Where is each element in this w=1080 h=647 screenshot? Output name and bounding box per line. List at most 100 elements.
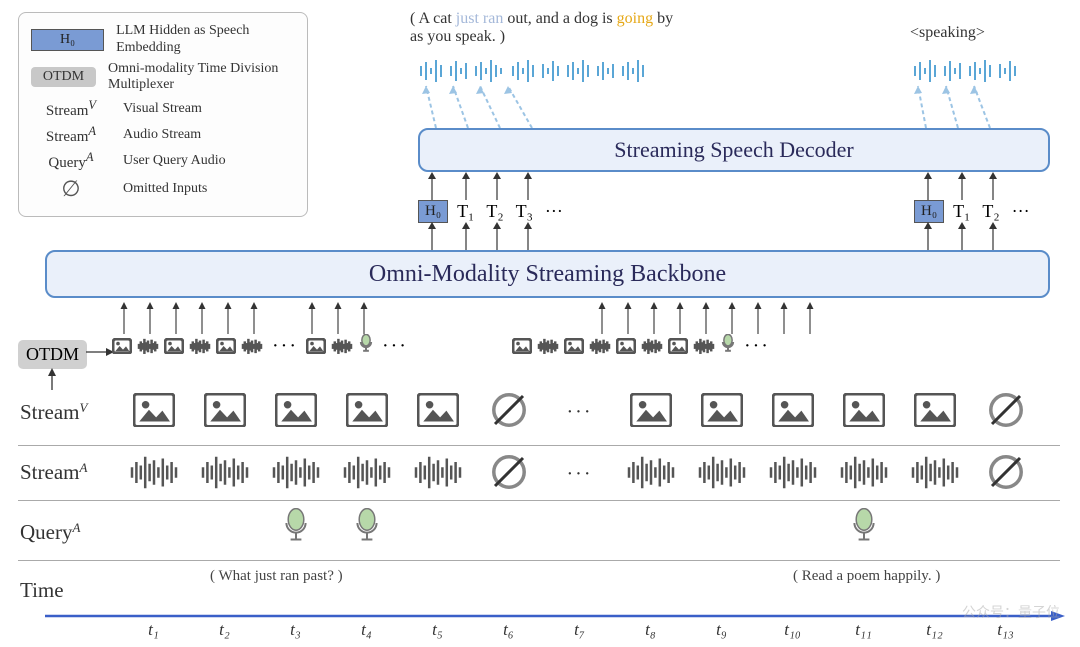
visual-row-cell-5 — [473, 390, 544, 435]
audio-row-cell-2 — [260, 455, 331, 495]
visual-row-cell-7 — [615, 393, 686, 432]
otdm-wave-icon — [240, 338, 264, 355]
visual-row-cell-8 — [686, 393, 757, 432]
otdm-wave-icon — [640, 338, 664, 355]
visual-row-cell-4 — [402, 393, 473, 432]
legend-row-querya: QueryA User Query Audio — [31, 150, 295, 172]
token-row-2: H₀ T₁ T₂ ··· — [914, 200, 1033, 223]
audio-row-cell-7 — [615, 455, 686, 495]
backbone-to-token-arrows — [418, 222, 1058, 252]
legend-row-streamv: StreamV Visual Stream — [31, 98, 295, 120]
audio-row-cell-1 — [189, 455, 260, 495]
otdm-img-icon — [164, 338, 184, 354]
time-row-cell-11: t₁₂ — [899, 620, 970, 640]
legend-streamv-desc: Visual Stream — [123, 101, 202, 118]
t1-token-2: T₁ — [953, 201, 970, 222]
time-row-cell-10: t₁₁ — [828, 620, 899, 640]
dots-token-2: ··· — [1012, 201, 1030, 222]
time-row-cell-4: t₅ — [402, 620, 473, 640]
visual-row-cell-12 — [970, 390, 1041, 435]
legend-querya-desc: User Query Audio — [123, 153, 226, 170]
audio-stream-row: ··· — [118, 452, 1058, 497]
audio-row-cell-4 — [402, 455, 473, 495]
hr-1 — [18, 445, 1060, 446]
otdm-to-backbone-arrows — [112, 300, 1072, 336]
visual-row-cell-3 — [331, 393, 402, 432]
otdm-wave-icon — [330, 338, 354, 355]
query-row-cell-2 — [260, 508, 331, 549]
time-row-cell-9: t₁₀ — [757, 620, 828, 640]
otdm-mic-icon — [720, 334, 736, 358]
otdm-row: ········· — [112, 334, 774, 358]
backbone-title: Omni-Modality Streaming Backbone — [369, 261, 726, 288]
speech-wave-2 — [912, 56, 1032, 86]
backbone-box: Omni-Modality Streaming Backbone — [45, 250, 1050, 298]
audio-row-cell-3 — [331, 455, 402, 495]
decoder-title: Streaming Speech Decoder — [614, 137, 853, 163]
query-row-cell-3 — [331, 508, 402, 549]
legend-otdm-key: OTDM — [31, 67, 96, 87]
audio-row-cell-11 — [899, 455, 970, 495]
visual-row-cell-2 — [260, 393, 331, 432]
visual-row-cell-6: ··· — [544, 401, 615, 424]
legend-otdm-desc: Omni-modality Time Division Multiplexer — [108, 61, 295, 95]
query-a-label: QueryA — [20, 520, 80, 545]
visual-row-cell-1 — [189, 393, 260, 432]
watermark: 公众号：量子位 — [962, 602, 1060, 622]
speech-decoder-box: Streaming Speech Decoder — [418, 128, 1050, 172]
hr-2 — [18, 500, 1060, 501]
legend-streama-desc: Audio Stream — [123, 127, 201, 144]
legend-omit-desc: Omitted Inputs — [123, 181, 207, 198]
visual-stream-row: ··· — [118, 390, 1058, 435]
otdm-img-icon — [512, 338, 532, 354]
audio-row-cell-10 — [828, 455, 899, 495]
legend-h0-key: H₀ — [31, 29, 104, 51]
otdm-img-icon — [564, 338, 584, 354]
output-text-2: <speaking> — [910, 24, 985, 42]
time-row-cell-2: t₃ — [260, 620, 331, 640]
audio-row-cell-12 — [970, 452, 1041, 497]
audio-row-cell-0 — [118, 455, 189, 495]
query-row-cell-10 — [828, 508, 899, 549]
otdm-wave-icon — [136, 338, 160, 355]
otdm-mic-icon — [358, 334, 374, 358]
query-text-2: ( Read a poem happily. ) — [793, 568, 940, 585]
stream-a-label: StreamA — [20, 460, 87, 485]
output1-gold: going — [617, 10, 653, 27]
legend-h0-desc: LLM Hidden as Speech Embedding — [116, 23, 295, 57]
hr-3 — [18, 560, 1060, 561]
visual-row-cell-9 — [757, 393, 828, 432]
otdm-wave-icon — [692, 338, 716, 355]
query-row — [118, 508, 1058, 549]
audio-row-cell-5 — [473, 452, 544, 497]
otdm-label: OTDM — [18, 340, 87, 369]
legend-row-streama: StreamA Audio Stream — [31, 124, 295, 146]
legend-omit-key: ∅ — [31, 176, 111, 202]
time-label: Time — [20, 578, 64, 603]
time-row-cell-8: t₉ — [686, 620, 757, 640]
time-row-cell-7: t₈ — [615, 620, 686, 640]
time-row-cell-3: t₄ — [331, 620, 402, 640]
otdm-img-icon — [306, 338, 326, 354]
h0-token: H₀ — [418, 200, 448, 223]
time-row-cell-5: t₆ — [473, 620, 544, 640]
stream-v-label: StreamV — [20, 400, 87, 425]
legend-querya-key: QueryA — [31, 150, 111, 172]
otdm-wave-icon — [188, 338, 212, 355]
speech-wave-1 — [418, 56, 658, 86]
query-text-1: ( What just ran past? ) — [210, 568, 343, 585]
time-row-cell-0: t₁ — [118, 620, 189, 640]
audio-row-cell-6: ··· — [544, 463, 615, 486]
visual-row-cell-0 — [118, 393, 189, 432]
legend-box: H₀ LLM Hidden as Speech Embedding OTDM O… — [18, 12, 308, 217]
time-row-cell-6: t₇ — [544, 620, 615, 640]
legend-streama-key: StreamA — [31, 124, 111, 146]
dots-token: ··· — [545, 201, 563, 222]
t1-token: T₁ — [457, 201, 474, 222]
t3-token: T₃ — [516, 201, 533, 222]
output1-mid: out, and a dog is — [503, 10, 616, 27]
t2-token: T₂ — [486, 201, 503, 222]
output1-prefix: ( A cat — [410, 10, 456, 27]
otdm-up-arrow — [42, 368, 62, 392]
visual-row-cell-10 — [828, 393, 899, 432]
